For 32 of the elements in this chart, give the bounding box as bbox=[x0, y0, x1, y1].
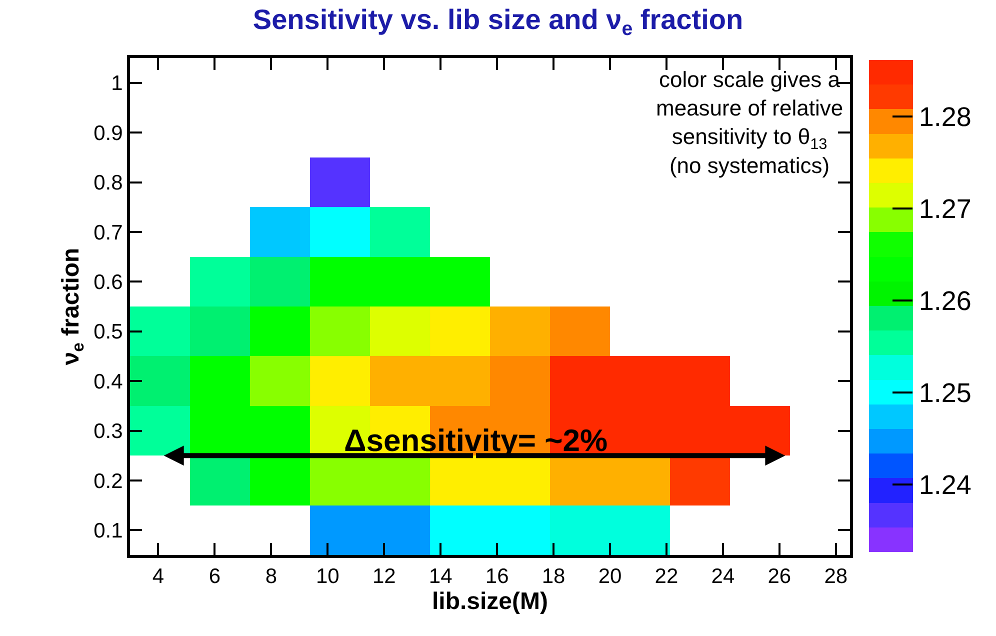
y-tick-label: 0.2 bbox=[94, 470, 123, 493]
chart-title: Sensitivity vs. lib size and ν$_{e}$ fraction bbox=[252, 4, 744, 40]
x-tick-label: 6 bbox=[208, 565, 221, 588]
x-tick-label: 12 bbox=[372, 565, 396, 588]
color-bar-label: 1.28 bbox=[918, 102, 972, 132]
annotation: color scale gives a measure of relative sensitivity to θ$_{13}$ (no systematics) bbox=[656, 67, 844, 178]
y-tick-label: 0.6 bbox=[94, 271, 123, 294]
color-bar-label: 1.26 bbox=[918, 286, 972, 316]
x-tick-label: 26 bbox=[768, 565, 792, 588]
x-tick-label: 4 bbox=[152, 565, 164, 588]
x-tick-label: 16 bbox=[485, 565, 509, 588]
x-tick-label: 28 bbox=[824, 565, 848, 588]
x-tick-label: 20 bbox=[598, 565, 622, 588]
x-tick-label: 14 bbox=[428, 565, 453, 588]
x-tick-label: 8 bbox=[265, 565, 278, 588]
annotation: Δsensitivity= ~2% bbox=[344, 423, 608, 458]
y-tick-label: 0.8 bbox=[94, 172, 123, 195]
y-tick-label: 0.3 bbox=[94, 420, 123, 444]
y-tick-label: 0.4 bbox=[94, 370, 124, 394]
y-tick-label: 0.7 bbox=[94, 221, 123, 244]
x-tick-label: 22 bbox=[654, 565, 678, 588]
x-axis-title: lib.size(M) bbox=[432, 588, 548, 616]
y-tick-label: 0.9 bbox=[94, 122, 123, 145]
x-tick-label: 18 bbox=[542, 565, 566, 588]
y-tick-label: 0.1 bbox=[94, 520, 123, 542]
y-tick-label: 1 bbox=[111, 72, 123, 96]
y-tick-label: 0.5 bbox=[94, 320, 123, 344]
color-bar-label: 1.27 bbox=[918, 194, 972, 224]
color-bar-label: 1.25 bbox=[918, 378, 972, 408]
color-bar-label: 1.24 bbox=[918, 470, 972, 500]
x-tick-label: 10 bbox=[316, 565, 340, 588]
x-tick-label: 24 bbox=[711, 565, 735, 588]
